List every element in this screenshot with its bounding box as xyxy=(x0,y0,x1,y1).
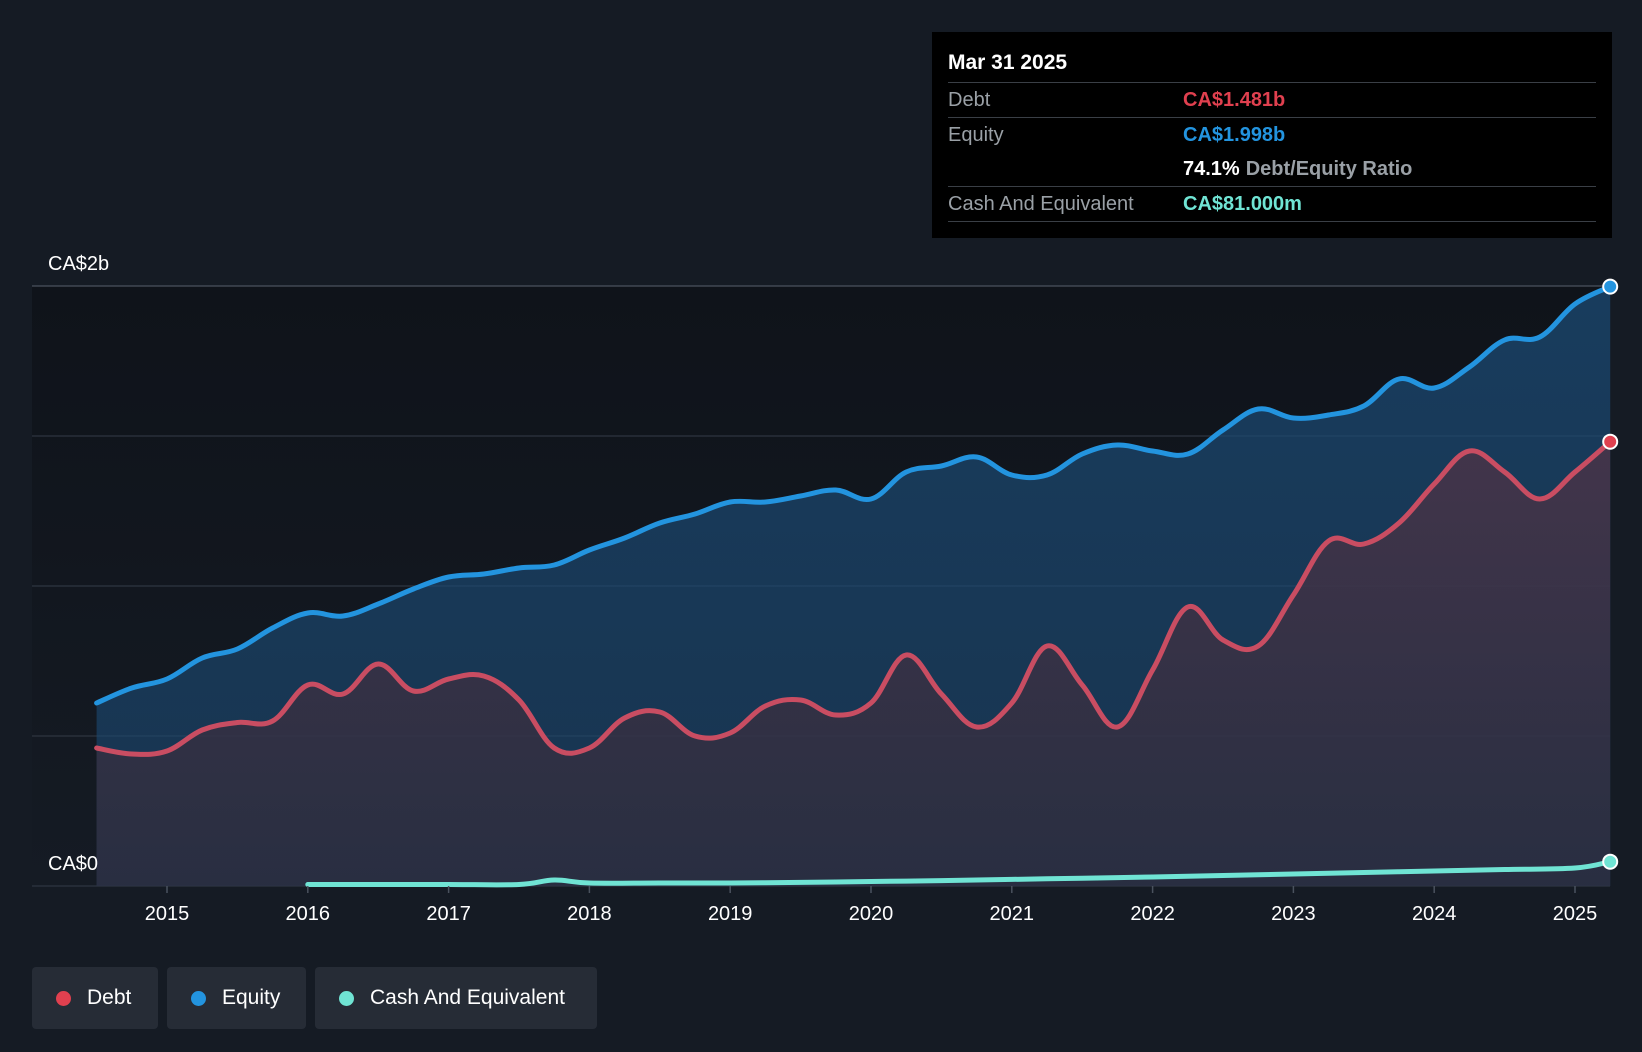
x-tick-label: 2019 xyxy=(708,903,753,925)
legend-item-equity[interactable]: Equity xyxy=(167,967,306,1029)
x-tick-label: 2021 xyxy=(990,903,1035,925)
cash-dot-icon xyxy=(339,990,354,1006)
tooltip-ratio-label: Debt/Equity Ratio xyxy=(1245,157,1413,180)
tooltip-ratio-row: 74.1% Debt/Equity Ratio xyxy=(948,152,1596,186)
x-axis: 2015 2016 2017 2018 2019 2020 2021 2022 2023 2024… xyxy=(145,886,1598,925)
series-lines xyxy=(94,284,1613,888)
debt-dot-icon xyxy=(56,990,71,1006)
equity-end-marker xyxy=(1602,278,1619,295)
x-tick-label: 2015 xyxy=(145,903,190,925)
equity-dot-icon xyxy=(191,990,206,1006)
tooltip-date: Mar 31 2025 xyxy=(948,51,1068,74)
tooltip-cash-label: Cash And Equivalent xyxy=(948,192,1134,215)
debt-line xyxy=(94,439,1613,757)
tooltip-cash-value: CA$81.000m xyxy=(1183,192,1302,215)
x-tick-label: 2017 xyxy=(426,903,471,925)
tooltip-equity-label: Equity xyxy=(948,123,1004,146)
tooltip-debt-row: Debt CA$1.481b xyxy=(948,82,1596,117)
legend-item-debt[interactable]: Debt xyxy=(32,967,158,1029)
cash-line xyxy=(305,859,1613,888)
debt-area xyxy=(96,441,1611,886)
y-tick-label-top: CA$2b xyxy=(48,253,109,275)
x-tick-label: 2025 xyxy=(1553,903,1598,925)
tooltip-debt-label: Debt xyxy=(948,88,991,111)
x-tick-label: 2024 xyxy=(1412,903,1457,925)
chart-legend: Debt Equity Cash And Equivalent xyxy=(32,967,597,1029)
x-tick-label: 2020 xyxy=(849,903,894,925)
legend-label-equity: Equity xyxy=(222,986,281,1009)
legend-item-cash[interactable]: Cash And Equivalent xyxy=(315,967,597,1029)
series-areas xyxy=(96,286,1611,887)
tooltip-cash-row: Cash And Equivalent CA$81.000m xyxy=(948,186,1596,222)
tooltip-equity-row: Equity CA$1.998b xyxy=(948,117,1596,152)
tooltip-debt-value: CA$1.481b xyxy=(1183,88,1286,111)
x-tick-label: 2016 xyxy=(286,903,331,925)
y-tick-label-bottom: CA$0 xyxy=(48,853,98,875)
series-endpoints xyxy=(1602,278,1619,870)
debt-end-marker xyxy=(1602,433,1619,450)
equity-line xyxy=(94,284,1613,706)
legend-label-debt: Debt xyxy=(87,986,132,1009)
x-tick-label: 2018 xyxy=(567,903,612,925)
hover-tooltip: Mar 31 2025 Debt CA$1.481b Equity CA$1.9… xyxy=(932,32,1612,238)
cash-end-marker xyxy=(1602,853,1619,870)
x-tick-label: 2023 xyxy=(1271,903,1316,925)
x-tick-label: 2022 xyxy=(1130,903,1175,925)
tooltip-equity-value: CA$1.998b xyxy=(1183,123,1286,146)
tooltip-ratio-value: 74.1% xyxy=(1183,157,1240,180)
legend-label-cash: Cash And Equivalent xyxy=(370,986,565,1009)
